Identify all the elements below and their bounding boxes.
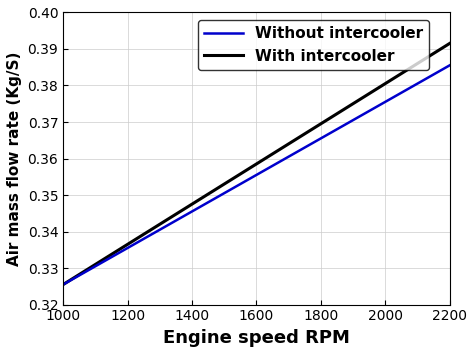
Legend: Without intercooler, With intercooler: Without intercooler, With intercooler: [198, 20, 429, 70]
X-axis label: Engine speed RPM: Engine speed RPM: [163, 329, 350, 347]
Y-axis label: Air mass flow rate (Kg/S): Air mass flow rate (Kg/S): [7, 51, 22, 266]
